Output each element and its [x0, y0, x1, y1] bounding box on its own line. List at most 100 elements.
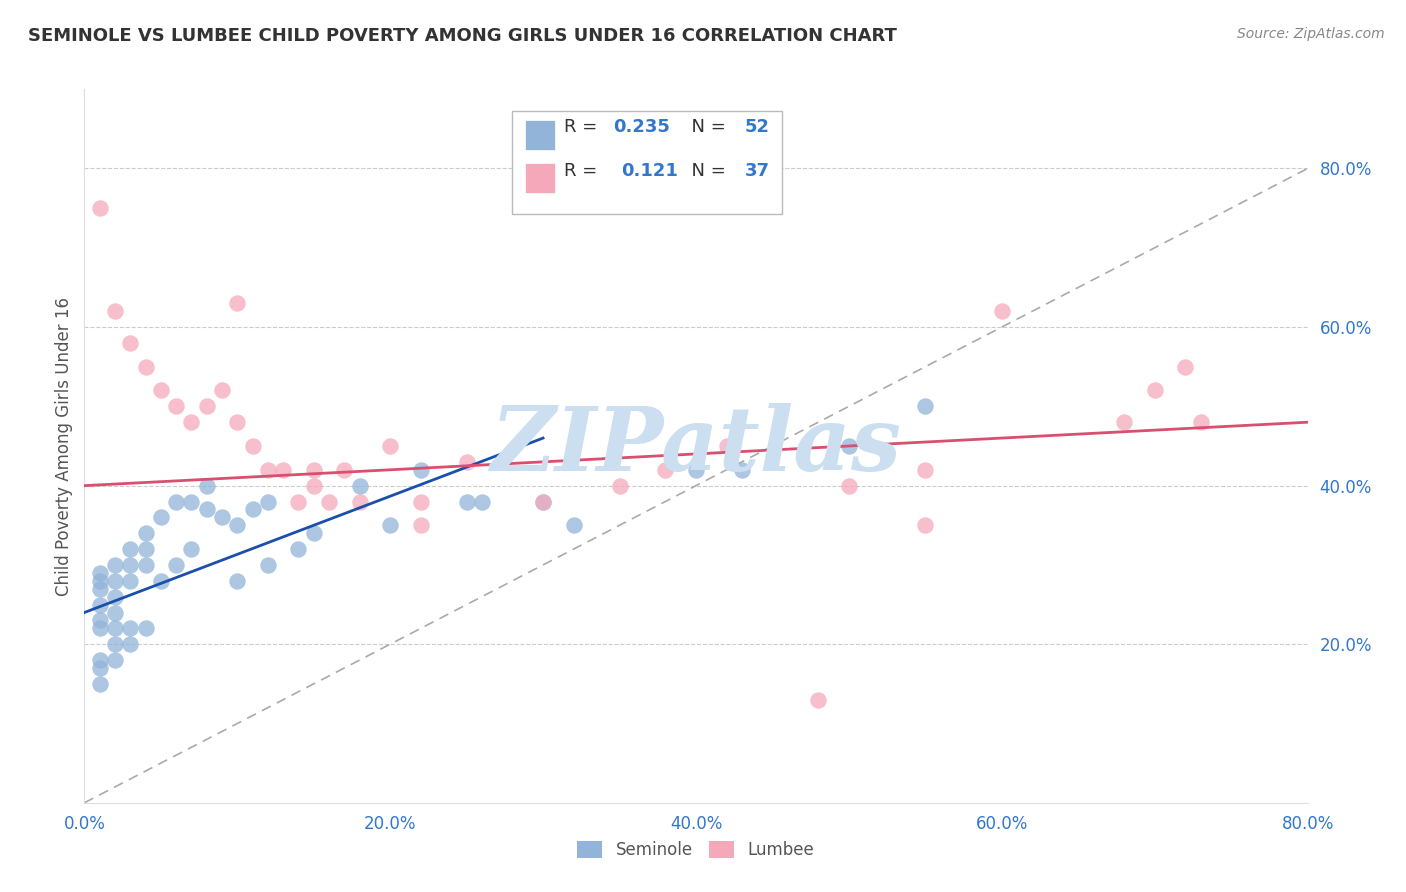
Point: [120, 637, 142, 651]
Point: [609, 478, 631, 492]
Point: [654, 463, 676, 477]
Point: [333, 463, 356, 477]
Point: [380, 518, 402, 533]
Point: [135, 558, 157, 572]
Point: [226, 574, 249, 588]
Point: [120, 558, 142, 572]
Point: [195, 502, 218, 516]
Point: [242, 502, 264, 516]
Point: [685, 463, 707, 477]
Point: [531, 494, 554, 508]
Point: [456, 455, 478, 469]
Point: [287, 494, 309, 508]
Point: [149, 384, 172, 398]
Point: [380, 439, 402, 453]
Text: R =: R =: [564, 118, 603, 136]
Point: [120, 542, 142, 557]
FancyBboxPatch shape: [513, 111, 782, 214]
Point: [409, 494, 432, 508]
Point: [838, 478, 860, 492]
Point: [104, 637, 127, 651]
Text: 0.121: 0.121: [621, 162, 678, 180]
Point: [180, 415, 202, 429]
Point: [89, 614, 111, 628]
Point: [104, 574, 127, 588]
Point: [226, 296, 249, 310]
Point: [89, 566, 111, 580]
Point: [287, 542, 309, 557]
Point: [165, 494, 187, 508]
Point: [104, 558, 127, 572]
Point: [89, 621, 111, 635]
Point: [165, 400, 187, 414]
Point: [1174, 359, 1197, 374]
Point: [89, 201, 111, 215]
Point: [104, 606, 127, 620]
Point: [914, 400, 936, 414]
Point: [531, 494, 554, 508]
Point: [89, 653, 111, 667]
Point: [135, 526, 157, 541]
Point: [349, 478, 371, 492]
Point: [89, 574, 111, 588]
Point: [409, 518, 432, 533]
Text: 37: 37: [745, 162, 770, 180]
Point: [226, 415, 249, 429]
Point: [318, 494, 340, 508]
Point: [211, 384, 233, 398]
Point: [838, 439, 860, 453]
Point: [120, 621, 142, 635]
Y-axis label: Child Poverty Among Girls Under 16: Child Poverty Among Girls Under 16: [55, 296, 73, 596]
Point: [104, 621, 127, 635]
Point: [211, 510, 233, 524]
Point: [914, 463, 936, 477]
Point: [271, 463, 294, 477]
Legend: Seminole, Lumbee: Seminole, Lumbee: [571, 834, 821, 866]
Point: [409, 463, 432, 477]
Point: [89, 598, 111, 612]
FancyBboxPatch shape: [524, 120, 555, 150]
Point: [302, 526, 325, 541]
Point: [471, 494, 494, 508]
Text: SEMINOLE VS LUMBEE CHILD POVERTY AMONG GIRLS UNDER 16 CORRELATION CHART: SEMINOLE VS LUMBEE CHILD POVERTY AMONG G…: [28, 27, 897, 45]
Point: [89, 661, 111, 675]
Point: [716, 439, 738, 453]
Point: [180, 494, 202, 508]
Point: [1189, 415, 1212, 429]
Point: [135, 621, 157, 635]
Point: [991, 304, 1014, 318]
Text: N =: N =: [681, 118, 731, 136]
Text: Source: ZipAtlas.com: Source: ZipAtlas.com: [1237, 27, 1385, 41]
Point: [807, 692, 830, 706]
Point: [135, 359, 157, 374]
Point: [349, 494, 371, 508]
Point: [104, 653, 127, 667]
Point: [89, 582, 111, 596]
Point: [104, 304, 127, 318]
Point: [120, 574, 142, 588]
Text: 52: 52: [745, 118, 770, 136]
Point: [226, 518, 249, 533]
Text: 0.235: 0.235: [613, 118, 669, 136]
Point: [456, 494, 478, 508]
Point: [195, 478, 218, 492]
Point: [149, 510, 172, 524]
Text: ZIPatlas: ZIPatlas: [491, 403, 901, 489]
Point: [242, 439, 264, 453]
FancyBboxPatch shape: [524, 162, 555, 193]
Text: R =: R =: [564, 162, 609, 180]
Point: [302, 478, 325, 492]
Point: [302, 463, 325, 477]
Point: [914, 518, 936, 533]
Point: [1114, 415, 1136, 429]
Point: [731, 463, 754, 477]
Point: [165, 558, 187, 572]
Point: [135, 542, 157, 557]
Point: [180, 542, 202, 557]
Point: [104, 590, 127, 604]
Point: [257, 494, 280, 508]
Point: [1143, 384, 1166, 398]
Point: [149, 574, 172, 588]
Point: [257, 463, 280, 477]
Point: [195, 400, 218, 414]
